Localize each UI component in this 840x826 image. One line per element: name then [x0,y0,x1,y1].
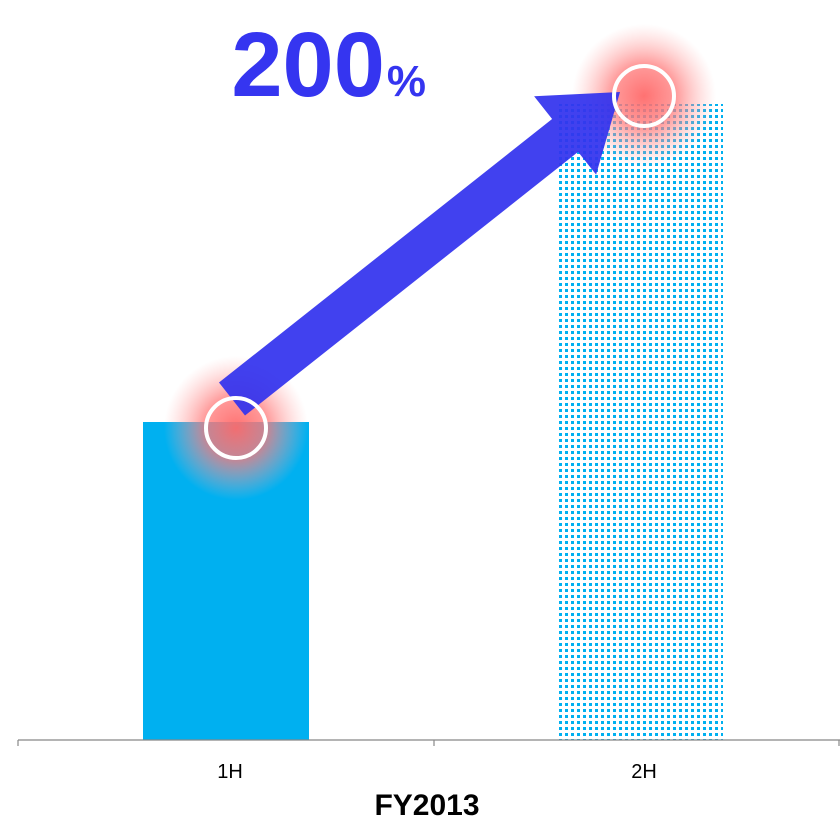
x-tick-label: 1H [217,761,243,783]
growth-overlay [164,24,716,500]
growth-arrow [219,92,620,416]
growth-percentage-number: 200 [231,14,385,116]
tick-labels: 1H 2H [217,761,657,783]
highlight-ring [204,396,268,460]
bar-2h [557,104,723,740]
x-tick-label: 2H [631,761,657,783]
x-axis-label: FY2013 [374,789,479,822]
growth-percentage-label: 200% [231,14,426,116]
growth-percentage-unit: % [387,57,426,106]
highlight-ring [612,64,676,128]
